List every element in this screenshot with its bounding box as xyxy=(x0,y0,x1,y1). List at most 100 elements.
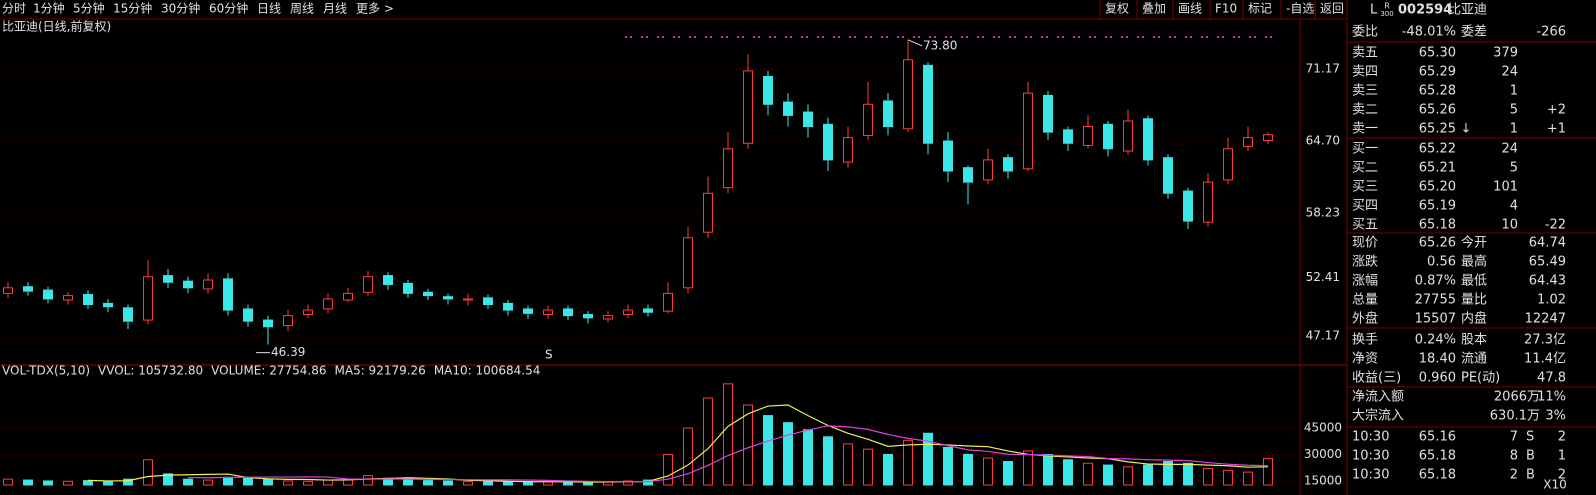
low-label: 46.39 xyxy=(271,345,305,359)
period-tab[interactable]: 5分钟 xyxy=(73,1,105,16)
volume-bar xyxy=(1083,462,1093,486)
y-tick-label: 15000 xyxy=(1304,473,1342,487)
period-tab[interactable]: 月线 xyxy=(323,2,347,16)
tag: R xyxy=(1384,2,1390,11)
period-tab[interactable]: 日线 xyxy=(257,2,281,16)
indicator-legend: VVOL: 105732.80 xyxy=(98,364,203,378)
candle-body xyxy=(563,308,573,317)
candle-body xyxy=(1043,94,1053,133)
volume-bar xyxy=(443,480,453,486)
label: 最低 xyxy=(1461,274,1487,289)
volume-bar xyxy=(723,383,733,486)
label: 量比 xyxy=(1461,293,1487,308)
candle-body xyxy=(603,315,613,320)
volume-bar xyxy=(1043,453,1053,486)
quantity: 5 xyxy=(1510,161,1518,176)
candle-body xyxy=(1003,157,1013,172)
tool-button[interactable]: 叠加 xyxy=(1142,2,1166,16)
candle-body xyxy=(623,309,633,316)
tool-button[interactable]: 复权 xyxy=(1105,2,1129,16)
volume-bar xyxy=(1223,469,1233,486)
candle-body xyxy=(383,275,393,285)
period-tab[interactable]: 1分钟 xyxy=(33,1,65,16)
label: 净资 xyxy=(1352,352,1378,367)
label: 外盘 xyxy=(1352,311,1378,327)
candle-body xyxy=(343,292,353,301)
side: S xyxy=(1526,430,1534,445)
volume-bar xyxy=(763,415,773,486)
candle-body xyxy=(683,237,693,289)
volume-bar xyxy=(643,479,653,486)
candle-body xyxy=(1123,120,1133,152)
side: B xyxy=(1526,468,1535,483)
period-tab[interactable]: 周线 xyxy=(290,2,314,16)
candle-body xyxy=(903,59,913,130)
price: 65.21 xyxy=(1419,161,1456,176)
volume-bar xyxy=(463,481,473,486)
time: 10:30 xyxy=(1352,449,1389,464)
candle-body xyxy=(1203,181,1213,223)
period-tab[interactable]: 60分钟 xyxy=(209,1,248,16)
candle-body xyxy=(783,101,793,116)
period-tab[interactable]: 更多 > xyxy=(356,2,394,16)
candle-body xyxy=(403,282,413,294)
high-arrow xyxy=(907,39,923,47)
candle-body xyxy=(183,280,193,289)
value: -266 xyxy=(1536,25,1566,40)
volume-bar xyxy=(1243,471,1253,486)
tool-button[interactable]: 标记 xyxy=(1248,2,1272,16)
period-tab[interactable]: 30分钟 xyxy=(161,1,200,16)
candle-body xyxy=(1103,123,1113,150)
volume-bar xyxy=(1023,450,1033,486)
volume-bar xyxy=(943,446,953,486)
indicator-legend: VOL-TDX(5,10) xyxy=(2,364,90,378)
label: 买五 xyxy=(1352,218,1378,233)
candle-body xyxy=(303,309,313,316)
candle-body xyxy=(743,70,753,144)
volume-bar xyxy=(223,476,233,486)
volume-bar xyxy=(663,453,673,486)
label: 卖五 xyxy=(1352,46,1378,61)
time: 10:30 xyxy=(1352,430,1389,445)
period-tab[interactable]: 15分钟 xyxy=(113,1,152,16)
label: 委比 xyxy=(1352,25,1378,40)
tool-button[interactable]: F10 xyxy=(1215,2,1237,16)
volume-bar xyxy=(123,478,133,486)
volume-bar xyxy=(1183,462,1193,486)
candle-body xyxy=(503,302,513,311)
tool-button[interactable]: 画线 xyxy=(1178,2,1202,16)
label: 卖二 xyxy=(1352,103,1378,118)
label: 今开 xyxy=(1461,235,1487,251)
volume-bar xyxy=(323,479,333,486)
value: 0.960 xyxy=(1419,371,1456,386)
label: 买四 xyxy=(1352,199,1378,214)
candle-body xyxy=(823,123,833,161)
price: 65.16 xyxy=(1419,430,1456,445)
candle-body xyxy=(723,148,733,189)
price: 65.20 xyxy=(1419,180,1456,195)
volume-bar xyxy=(3,478,13,486)
candle-body xyxy=(543,309,553,316)
volume-bar xyxy=(1143,464,1153,486)
volume-bar xyxy=(1263,457,1273,486)
candle-body xyxy=(1243,137,1253,148)
volume-bar xyxy=(683,427,693,486)
indicator-legend: VOLUME: 27754.86 xyxy=(211,364,326,378)
label: 换手 xyxy=(1352,333,1378,348)
tool-button[interactable]: 返回 xyxy=(1320,2,1344,16)
volume-bar xyxy=(63,480,73,486)
volume-bar xyxy=(843,443,853,486)
volume-bar xyxy=(983,457,993,486)
tool-button[interactable]: -自选 xyxy=(1286,2,1314,16)
candle-body xyxy=(1183,190,1193,222)
candle-body xyxy=(103,302,113,308)
value: 0.56 xyxy=(1427,255,1456,270)
label: 收益(三) xyxy=(1352,371,1401,386)
volume-bar xyxy=(1163,461,1173,486)
period-tab[interactable]: 分时 xyxy=(2,2,26,16)
y-tick-label: 47.17 xyxy=(1306,328,1340,342)
volume-bar xyxy=(803,429,813,486)
candle-body xyxy=(1083,126,1093,146)
quantity: 24 xyxy=(1501,142,1518,157)
